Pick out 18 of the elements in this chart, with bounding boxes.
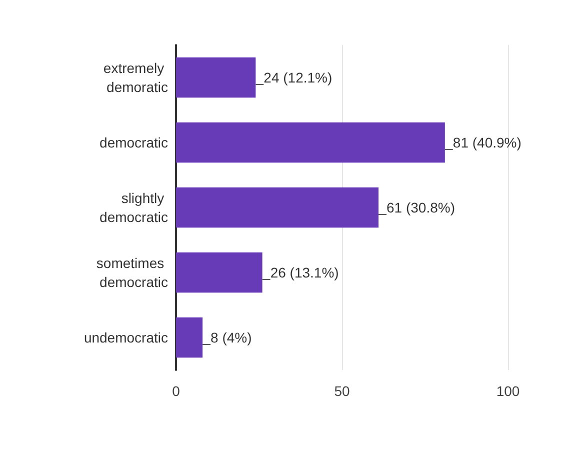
x-tick-label: 50 xyxy=(334,383,350,399)
data-label: 26 (13.1%) xyxy=(270,264,339,280)
x-tick-label: 100 xyxy=(496,383,520,399)
data-label: 24 (12.1%) xyxy=(264,70,332,86)
bar xyxy=(176,57,256,98)
data-label: 8 (4%) xyxy=(210,330,252,346)
y-tick-label: slightly democratic xyxy=(100,190,168,225)
data-label: 61 (30.8%) xyxy=(386,200,456,216)
bar xyxy=(176,252,262,293)
x-tick-label: 0 xyxy=(172,383,180,399)
y-tick-label: extremely demoratic xyxy=(103,60,168,95)
bar xyxy=(176,317,203,358)
bar xyxy=(176,187,379,228)
bar xyxy=(176,122,445,163)
data-label: 81 (40.9%) xyxy=(452,134,522,150)
y-tick-label: undemocratic xyxy=(84,330,168,346)
y-tick-label: sometimes democratic xyxy=(96,255,168,290)
y-tick-label: democratic xyxy=(100,134,168,150)
